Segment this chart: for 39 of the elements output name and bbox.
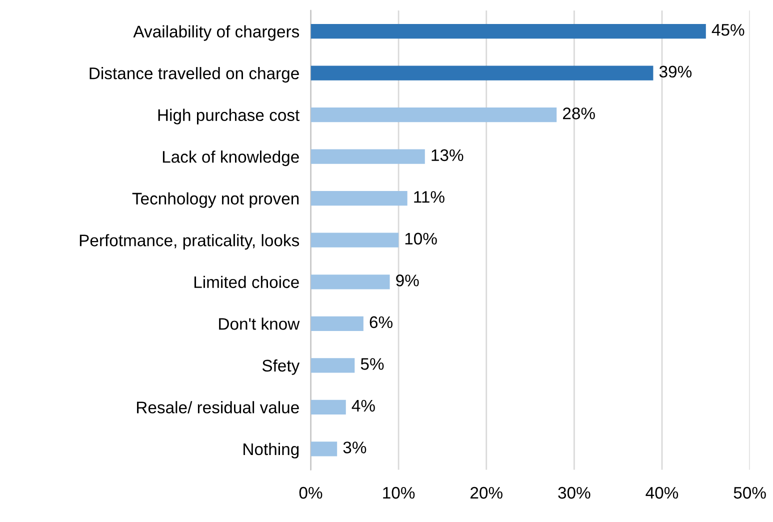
x-tick-label: 0% (299, 486, 322, 499)
bar (310, 66, 654, 80)
data-label: 4% (352, 400, 375, 412)
x-tick-label: 20% (470, 486, 502, 499)
bar (310, 191, 408, 206)
data-label: 11% (414, 191, 444, 203)
x-tick-label: 10% (383, 486, 415, 499)
data-label: 28% (563, 108, 595, 120)
data-label: 9% (396, 274, 419, 286)
data-label: 13% (432, 149, 464, 162)
data-label: 39% (659, 66, 692, 78)
y-tick-label: Sfety (262, 359, 300, 375)
data-label: 6% (370, 316, 392, 328)
y-tick-label: Availability of chargers (133, 25, 300, 41)
bar (310, 400, 346, 414)
y-tick-label: Tecnhology not proven (132, 192, 299, 208)
y-tick-label: Nothing (244, 442, 299, 458)
bar (310, 24, 706, 39)
y-tick-label: Limited choice (194, 276, 299, 288)
y-tick-label: Lack of knowledge (162, 150, 299, 166)
y-tick-label: Perfotmance, praticality, looks (80, 234, 300, 250)
data-label: 10% (405, 232, 437, 245)
data-label: 45% (712, 24, 744, 36)
x-tick-label: 30% (558, 486, 590, 499)
bar (310, 274, 390, 290)
x-tick-label: 40% (646, 486, 678, 499)
y-tick-label: High purchase cost (158, 108, 300, 124)
x-tick-label: 50% (734, 486, 766, 499)
bar (310, 358, 355, 373)
data-label: 3% (343, 442, 366, 454)
bar (310, 149, 425, 164)
bar (310, 316, 364, 331)
bar (310, 442, 338, 456)
y-tick-label: Distance travelled on charge (90, 67, 299, 83)
bar (310, 232, 399, 248)
bar (310, 108, 557, 122)
data-label: 5% (360, 358, 384, 370)
y-tick-label: Resale/ residual value (137, 401, 299, 414)
y-tick-label: Don't know (219, 318, 300, 330)
